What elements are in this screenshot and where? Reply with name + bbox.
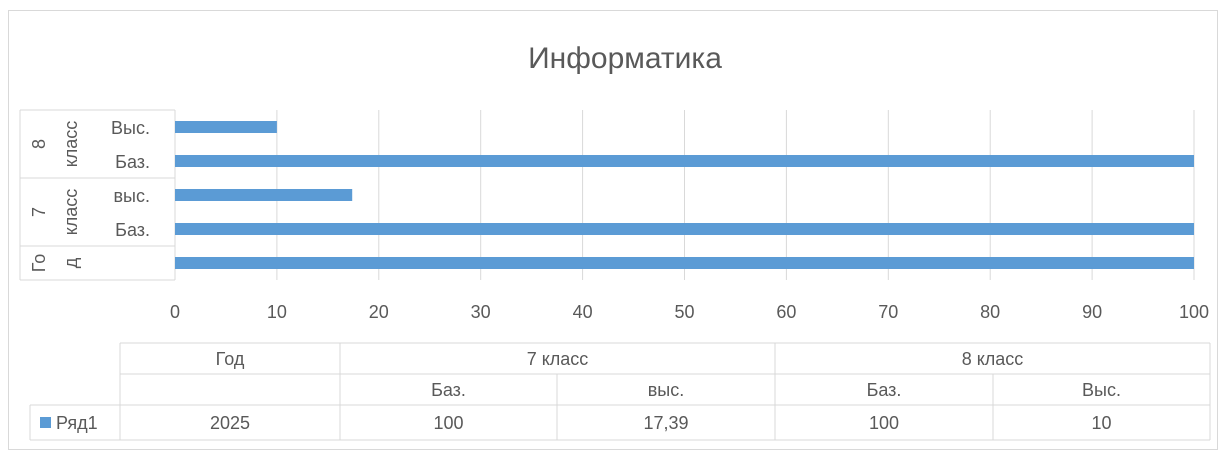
chart-frame	[8, 10, 1218, 450]
table-header-sub-3: Баз.	[867, 380, 902, 400]
bar-0	[175, 257, 1194, 269]
x-tick-6: 60	[776, 302, 796, 322]
bar-1	[175, 223, 1194, 235]
table-header-group-0: Год	[216, 349, 245, 369]
table-header-sub-4: Выс.	[1082, 380, 1121, 400]
bar-4	[175, 121, 277, 133]
table-header-group-1: 7 класс	[527, 349, 589, 369]
category-label-3: Баз.	[115, 152, 150, 172]
bar-3	[175, 155, 1194, 167]
x-tick-4: 40	[573, 302, 593, 322]
x-tick-1: 10	[267, 302, 287, 322]
category-label-4: Выс.	[111, 118, 150, 138]
x-axis-ticks: 0 10 20 30 40 50 60 70 80 90 100	[170, 302, 1209, 322]
y-axis-labels: Баз. выс. Баз. Выс. Го д 7 класс 8 класс	[19, 109, 175, 281]
x-tick-8: 80	[980, 302, 1000, 322]
category-label-1: Баз.	[115, 220, 150, 240]
table-cell-0: 2025	[210, 413, 250, 433]
x-tick-7: 70	[878, 302, 898, 322]
group-label-1: 7 класс	[29, 189, 81, 236]
x-tick-3: 30	[471, 302, 491, 322]
bar-2	[175, 189, 353, 201]
legend-key	[40, 417, 51, 428]
bars	[175, 121, 1194, 269]
table-cell-1: 100	[433, 413, 463, 433]
table-cell-2: 17,39	[643, 413, 688, 433]
table-cell-4: 10	[1091, 413, 1111, 433]
data-table: Год 7 класс 8 класс Баз. выс. Баз. Выс. Ряд1 202…	[29, 342, 1211, 441]
x-tick-0: 0	[170, 302, 180, 322]
x-tick-9: 90	[1082, 302, 1102, 322]
table-header-group-2: 8 класс	[962, 349, 1024, 369]
chart-title: Информатика	[528, 42, 722, 75]
x-tick-10: 100	[1179, 302, 1209, 322]
table-cell-3: 100	[869, 413, 899, 433]
category-label-2: выс.	[113, 186, 150, 206]
x-tick-5: 50	[674, 302, 694, 322]
table-header-sub-1: Баз.	[431, 380, 466, 400]
x-tick-2: 20	[369, 302, 389, 322]
grid-lines	[174, 110, 1195, 280]
group-label-0: Го д	[29, 254, 81, 273]
table-header-sub-2: выс.	[648, 380, 685, 400]
series-name: Ряд1	[56, 413, 98, 433]
group-label-2: 8 класс	[29, 121, 81, 168]
